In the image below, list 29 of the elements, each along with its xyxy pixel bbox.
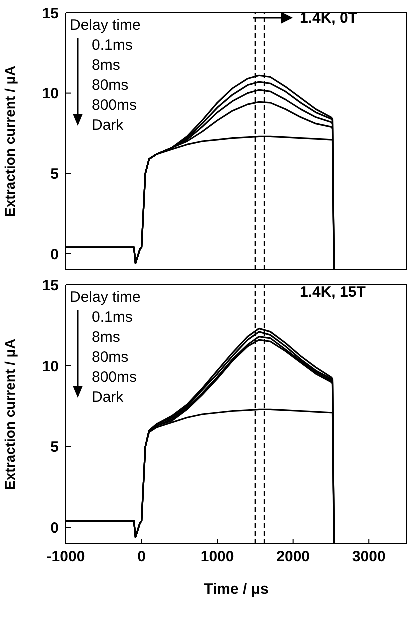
x-tick-label: 3000 [352, 548, 386, 566]
y-tick-label: 15 [42, 5, 59, 22]
annotation: 800ms [91, 96, 138, 116]
annotation: 1.4K, 15T [300, 284, 366, 301]
x-axis-title: Time / μs [204, 581, 269, 598]
annotation: 0.1ms [91, 308, 134, 328]
y-axis-title: Extraction current / μA [2, 66, 18, 217]
y-tick-label: 10 [42, 358, 59, 376]
x-tick-label: 2000 [276, 548, 310, 566]
y-tick-label: 15 [42, 277, 59, 294]
y-tick-label: 5 [50, 439, 59, 456]
annotation: Delay time [70, 288, 141, 308]
annotation: 80ms [91, 76, 130, 96]
annotation: 800ms [91, 368, 138, 388]
y-axis-title: Extraction current / μA [2, 339, 18, 490]
x-tick-label: 1000 [200, 548, 234, 566]
y-tick-label: 5 [50, 166, 59, 183]
annotation: 8ms [91, 56, 122, 76]
annotation: Delay time [70, 16, 141, 36]
annotation: 80ms [91, 348, 130, 368]
annotation: Dark [91, 388, 125, 408]
annotation: 8ms [91, 328, 122, 348]
y-tick-label: 10 [42, 86, 59, 103]
x-tick-label: 0 [138, 548, 146, 566]
annotation: Dark [91, 116, 125, 136]
annotation: 0.1ms [91, 36, 134, 56]
y-tick-label: 0 [50, 520, 59, 538]
y-tick-label: 0 [50, 246, 59, 264]
x-tick-label: -1000 [46, 548, 86, 566]
